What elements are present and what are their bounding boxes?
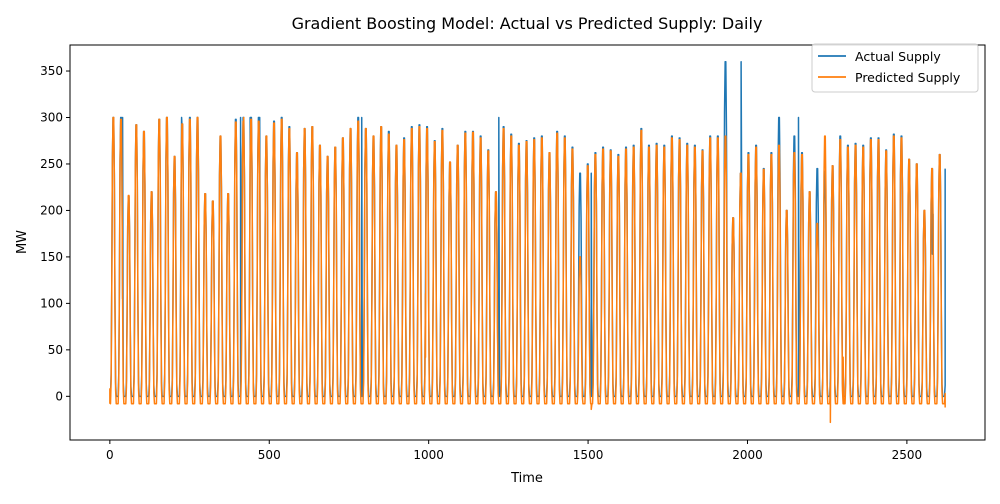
y-tick-label: 150 <box>40 250 63 264</box>
legend-entry-actual-supply: Actual Supply <box>855 49 941 64</box>
plot-frame <box>69 44 986 441</box>
y-tick-label: 0 <box>55 389 63 403</box>
x-axis: 0 500 1000 1500 2000 2500 <box>106 440 922 462</box>
y-axis: 0 50 100 150 200 250 300 350 <box>40 64 70 403</box>
series-line-predicted-supply <box>109 116 946 424</box>
y-axis-label: MW <box>15 230 30 254</box>
chart-title: Gradient Boosting Model: Actual vs Predi… <box>292 14 763 33</box>
x-tick-label: 1500 <box>573 448 604 462</box>
y-tick-label: 250 <box>40 157 63 171</box>
y-tick-label: 100 <box>40 296 63 310</box>
legend-entry-predicted-supply: Predicted Supply <box>855 70 961 85</box>
y-tick-label: 200 <box>40 203 63 217</box>
plot-area <box>109 60 946 424</box>
x-tick-label: 2000 <box>732 448 763 462</box>
x-tick-label: 2500 <box>892 448 923 462</box>
y-tick-label: 300 <box>40 110 63 124</box>
x-axis-label: Time <box>510 471 543 486</box>
legend-box <box>811 43 979 93</box>
y-tick-label: 350 <box>40 64 63 78</box>
x-tick-label: 500 <box>258 448 281 462</box>
legend: Actual Supply Predicted Supply <box>811 43 979 93</box>
y-tick-label: 50 <box>48 343 63 357</box>
x-tick-label: 0 <box>106 448 114 462</box>
x-tick-label: 1000 <box>413 448 444 462</box>
